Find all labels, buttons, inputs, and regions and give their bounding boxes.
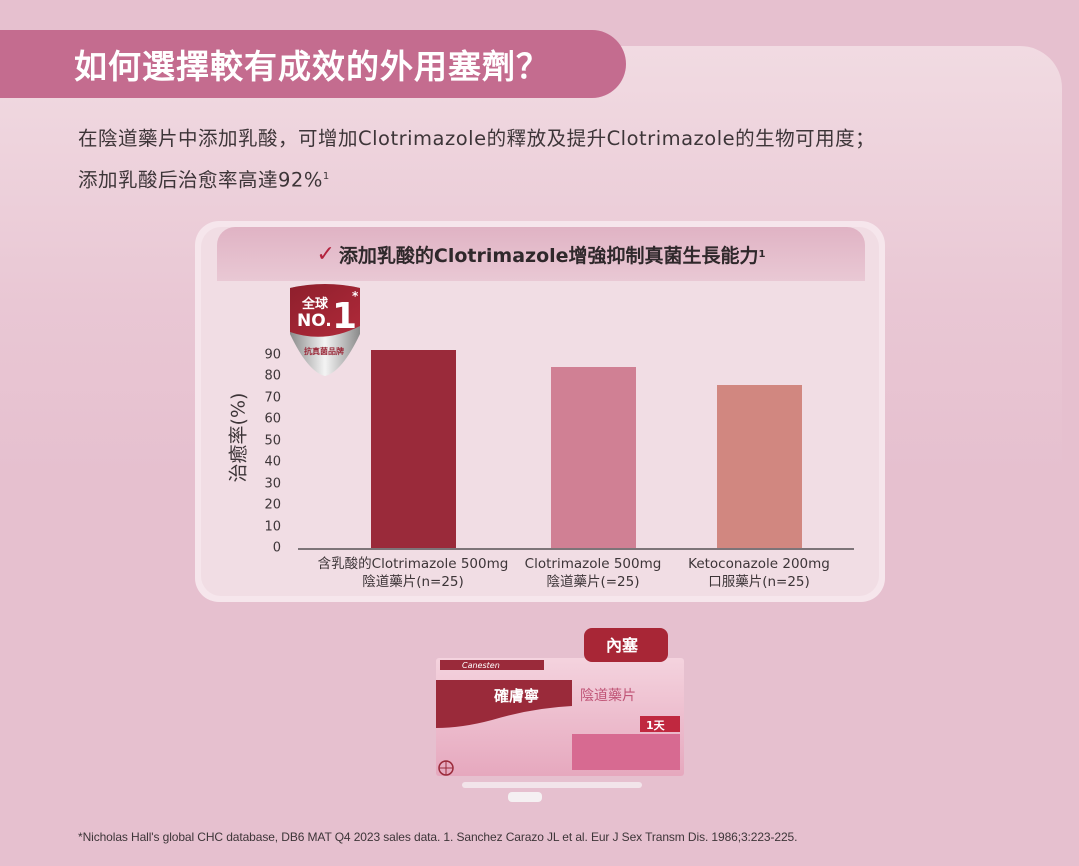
intro-text: 在陰道藥片中添加乳酸，可增加Clotrimazole的釋放及提升Clotrima…: [78, 120, 1048, 200]
y-axis-ticks: 0 10 20 30 40 50 60 70 80 90: [253, 227, 283, 596]
svg-text:1: 1: [332, 296, 357, 337]
x-category-label: 含乳酸的Clotrimazole 500mg 陰道藥片(n=25): [317, 556, 509, 590]
y-tick-label: 30: [264, 476, 281, 491]
svg-text:*: *: [352, 289, 359, 303]
bar: [371, 350, 456, 548]
svg-text:抗真菌品牌: 抗真菌品牌: [304, 346, 344, 356]
y-tick-label: 60: [264, 411, 281, 427]
x-category-label: Clotrimazole 500mg 陰道藥片(=25): [524, 556, 662, 590]
chart-area: ✓ 添加乳酸的Clotrimazole增強抑制真菌生長能力 1: [201, 227, 879, 596]
product-box-illustration: Canesten 確膚寧 陰道藥片 1天 內塞: [436, 628, 684, 802]
bar: [551, 367, 636, 548]
svg-text:Canesten: Canesten: [462, 661, 500, 670]
check-icon: ✓: [316, 241, 335, 267]
title-banner: 如何選擇較有成效的外用塞劑？: [0, 30, 626, 98]
chart-card: ✓ 添加乳酸的Clotrimazole增強抑制真菌生長能力 1: [195, 221, 885, 602]
y-tick-label: 10: [264, 519, 281, 534]
svg-text:確膚寧: 確膚寧: [493, 687, 539, 705]
x-axis-line: [298, 548, 854, 550]
y-axis-title: 治癒率(%): [227, 392, 250, 482]
global-no1-badge: 全球 NO. 1 * 抗真菌品牌: [282, 282, 368, 376]
y-tick-label: 90: [264, 347, 281, 362]
svg-text:全球: 全球: [301, 296, 329, 312]
svg-text:1天: 1天: [646, 719, 666, 732]
chart-title: ✓ 添加乳酸的Clotrimazole增強抑制真菌生長能力 1: [217, 227, 865, 281]
product-image: Canesten 確膚寧 陰道藥片 1天 內塞: [432, 628, 684, 808]
intro-line-2: 添加乳酸后治愈率高達92%1: [78, 168, 330, 192]
shield-icon: 全球 NO. 1 * 抗真菌品牌: [290, 284, 360, 376]
svg-text:NO.: NO.: [297, 311, 332, 331]
footnote: *Nicholas Hall's global CHC database, DB…: [78, 830, 798, 844]
x-category-label: Ketoconazole 200mg 口服藥片(n=25): [688, 556, 830, 590]
plot-area: 含乳酸的Clotrimazole 500mg 陰道藥片(n=25) Clotrima…: [298, 227, 854, 596]
svg-text:陰道藥片: 陰道藥片: [580, 688, 636, 704]
intro-line-1: 在陰道藥片中添加乳酸，可增加Clotrimazole的釋放及提升Clotrima…: [78, 127, 876, 150]
bar: [717, 384, 802, 548]
svg-text:內塞: 內塞: [606, 636, 639, 655]
y-tick-label: 20: [264, 497, 281, 513]
y-tick-label: 70: [264, 390, 281, 405]
y-tick-label: 40: [264, 454, 281, 470]
y-tick-label: 80: [264, 368, 281, 384]
page-title: 如何選擇較有成效的外用塞劑？: [74, 47, 550, 86]
y-tick-label: 0: [272, 540, 281, 556]
y-tick-label: 50: [264, 433, 281, 448]
